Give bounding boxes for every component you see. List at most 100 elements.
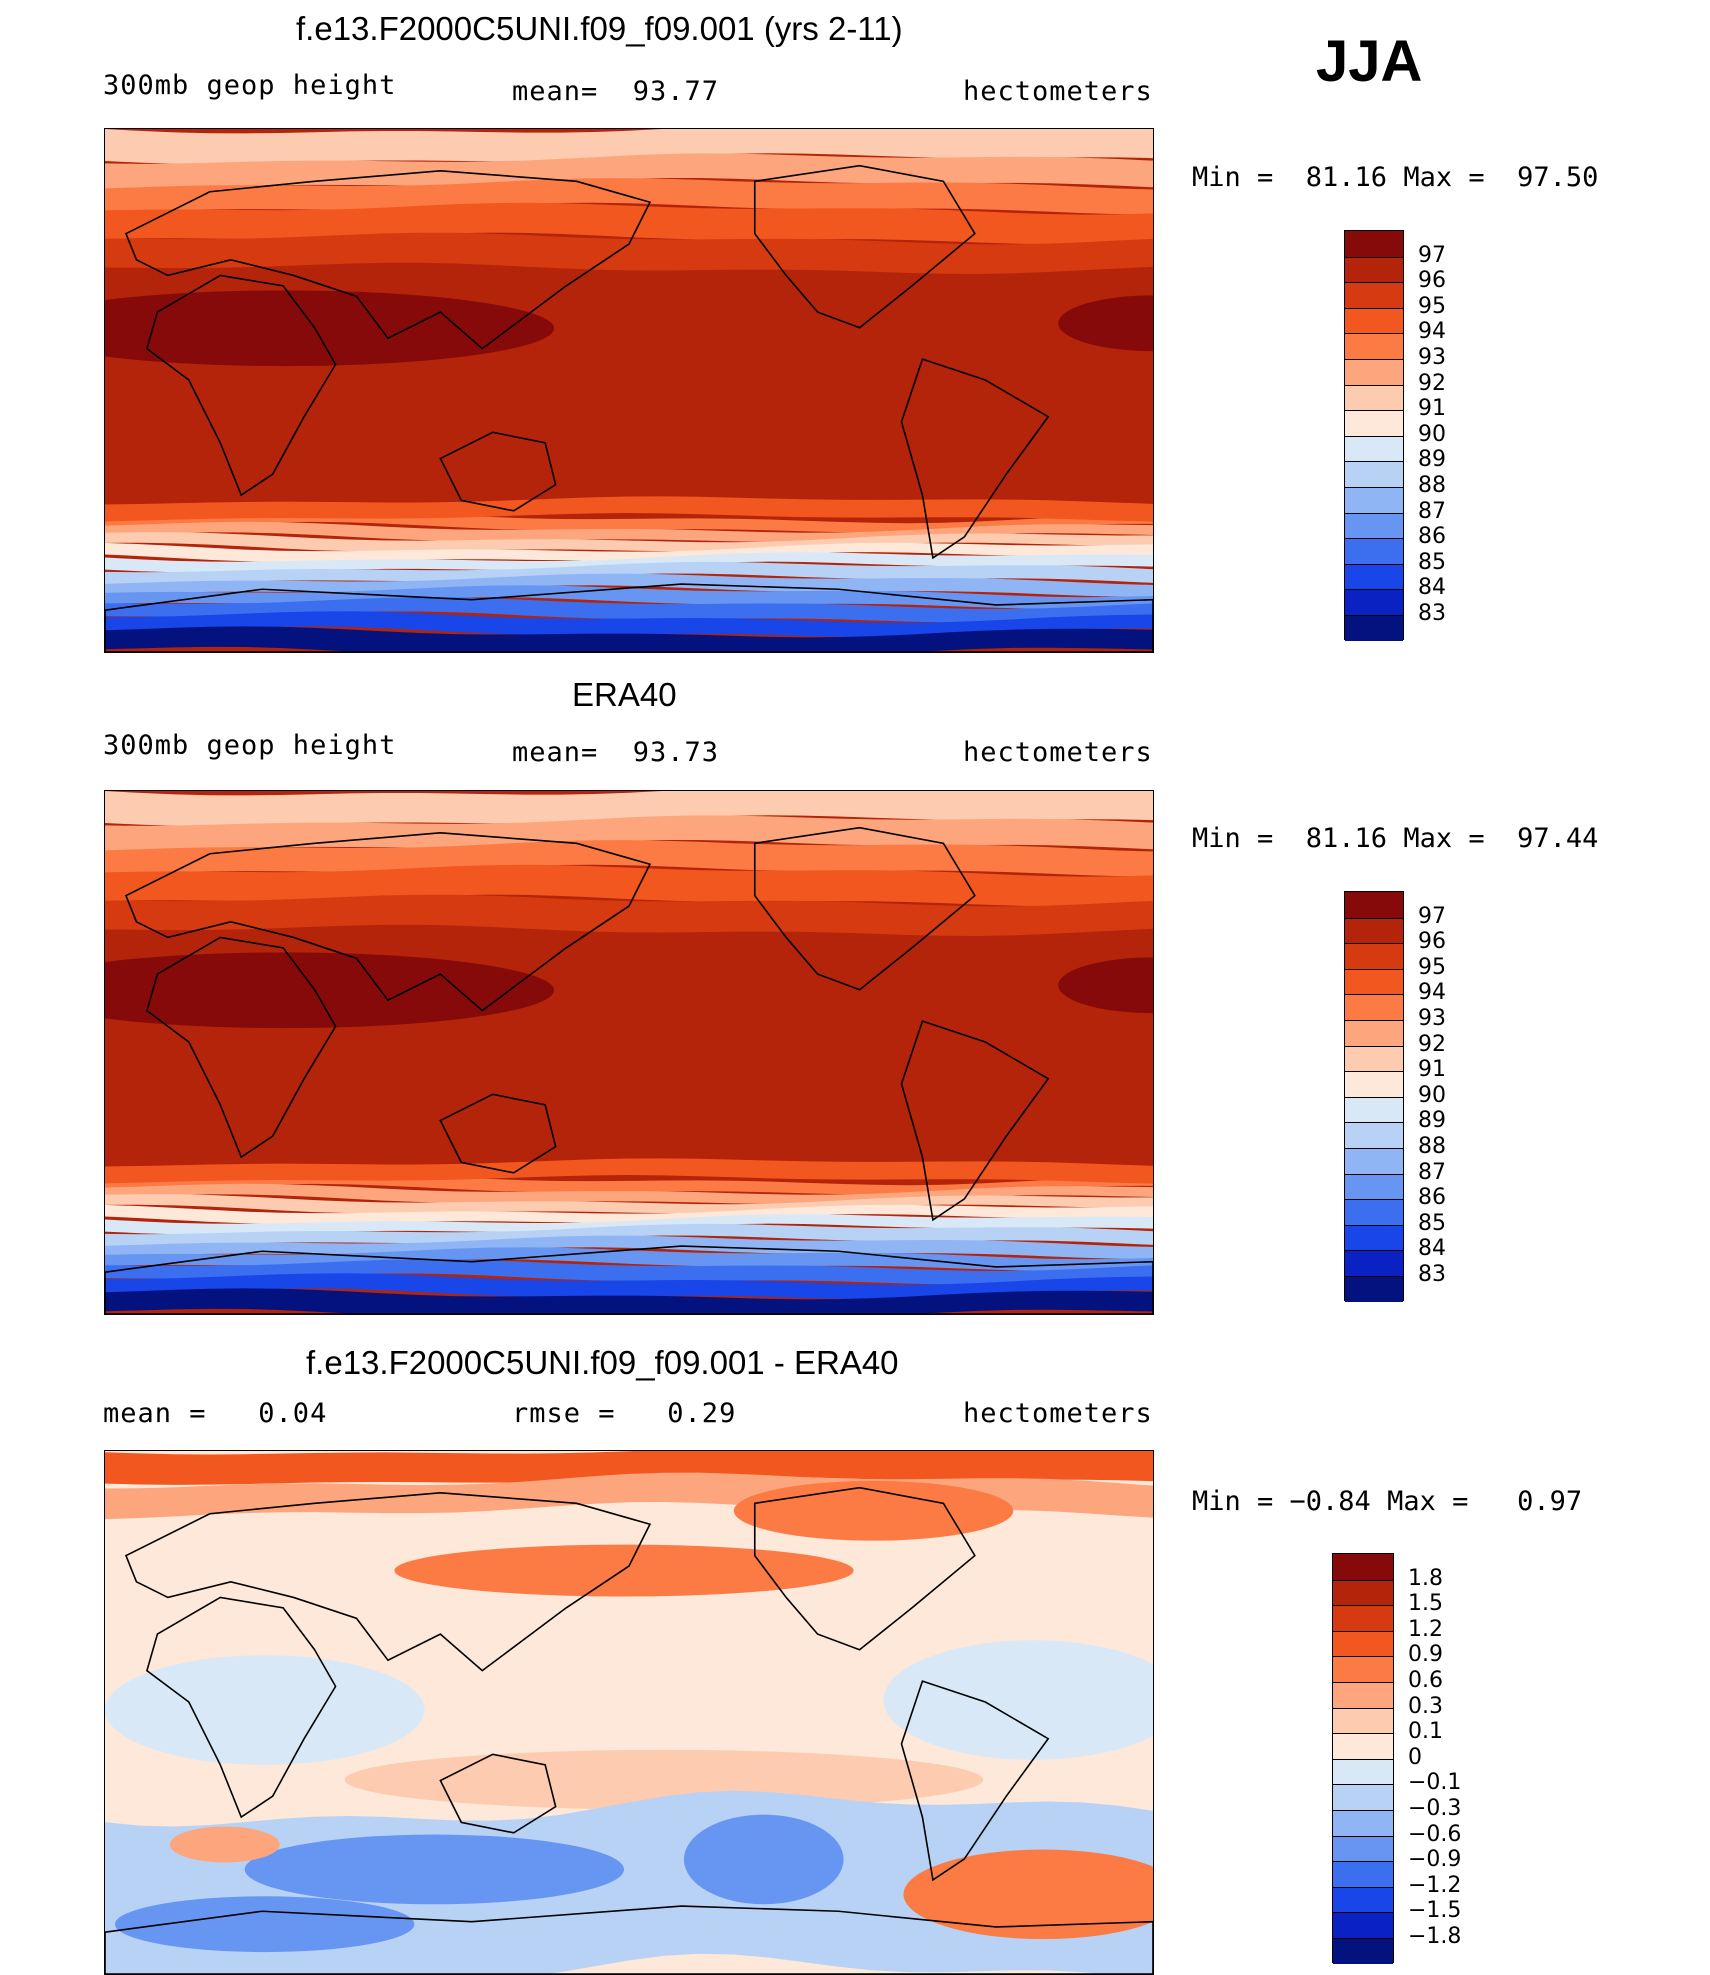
coastline-4 bbox=[900, 358, 1050, 560]
colorbar-swatch bbox=[1333, 1758, 1393, 1785]
colorbar-box bbox=[1344, 230, 1404, 641]
coastline-5 bbox=[105, 1905, 1153, 1974]
colorbar-swatch bbox=[1345, 231, 1403, 257]
colorbar-swatch bbox=[1345, 943, 1403, 969]
panel-3-rmse-label: rmse = 0.29 bbox=[512, 1398, 737, 1429]
contour-band bbox=[105, 585, 1153, 609]
colorbar-swatch bbox=[1345, 1199, 1403, 1225]
coastline-2 bbox=[439, 1753, 557, 1834]
colorbar-box bbox=[1332, 1553, 1394, 1964]
colorbar-swatch bbox=[1333, 1707, 1393, 1734]
colorbar-tick-label: 1.5 bbox=[1408, 1591, 1443, 1617]
colorbar-swatch bbox=[1345, 1276, 1403, 1302]
colorbar-tick-label: 92 bbox=[1418, 370, 1446, 396]
coastline-3 bbox=[753, 1486, 976, 1651]
colorbar-swatch bbox=[1345, 892, 1403, 918]
colorbar-swatch bbox=[1333, 1886, 1393, 1913]
colorbar-tick-label: −0.9 bbox=[1408, 1847, 1462, 1873]
colorbar-swatch bbox=[1333, 1938, 1393, 1964]
panel-2-map bbox=[104, 790, 1154, 1315]
colorbar-tick-label: 97 bbox=[1418, 903, 1446, 929]
contour-band bbox=[105, 1288, 1153, 1314]
colorbar-tick-label: 86 bbox=[1418, 1185, 1446, 1211]
colorbar-tick-label: 0.9 bbox=[1408, 1642, 1443, 1668]
coastline-0 bbox=[146, 936, 337, 1159]
colorbar-tick-label: 93 bbox=[1418, 1006, 1446, 1031]
colorbar-tick-label: 1.8 bbox=[1408, 1565, 1443, 1591]
colorbar-tick-label: 96 bbox=[1418, 929, 1446, 955]
panel-2-units-label: hectometers bbox=[963, 737, 1153, 768]
colorbar-tick-label: 89 bbox=[1418, 1108, 1446, 1134]
colorbar-swatch bbox=[1333, 1630, 1393, 1657]
colorbar-swatch bbox=[1333, 1554, 1393, 1580]
panel-3-minmax: Min = −0.84 Max = 0.97 bbox=[1192, 1486, 1583, 1517]
contour-patch bbox=[394, 1544, 854, 1597]
contour-band bbox=[105, 1273, 1153, 1300]
colorbar-swatch bbox=[1345, 968, 1403, 995]
coastline-0 bbox=[146, 1596, 337, 1819]
colorbar-tick-label: 0.1 bbox=[1408, 1719, 1443, 1745]
panel-1-contour-field bbox=[105, 129, 1153, 652]
coastline-4 bbox=[900, 1020, 1050, 1222]
colorbar-swatch bbox=[1345, 512, 1403, 539]
panel-2-minmax: Min = 81.16 Max = 97.44 bbox=[1192, 823, 1599, 854]
colorbar-tick-label: 85 bbox=[1418, 549, 1446, 575]
colorbar-swatch bbox=[1345, 1071, 1403, 1097]
contour-band bbox=[105, 542, 1153, 563]
colorbar-swatch bbox=[1345, 994, 1403, 1020]
colorbar-tick-label: 83 bbox=[1418, 1262, 1446, 1287]
colorbar-swatch bbox=[1345, 282, 1403, 308]
colorbar-tick-label: 93 bbox=[1418, 345, 1446, 370]
contour-patch bbox=[244, 1834, 625, 1905]
colorbar-swatch bbox=[1345, 359, 1403, 385]
colorbar-tick-label: −1.2 bbox=[1408, 1872, 1462, 1898]
contour-patch bbox=[114, 1896, 415, 1953]
colorbar-swatch bbox=[1345, 333, 1403, 359]
contour-patch bbox=[169, 1826, 280, 1863]
colorbar-tick-label: 95 bbox=[1418, 293, 1446, 319]
contour-band bbox=[105, 232, 1153, 274]
contour-patch bbox=[105, 1655, 425, 1765]
colorbar-swatch bbox=[1333, 1784, 1393, 1810]
contour-band bbox=[105, 532, 1153, 552]
contour-band bbox=[105, 1259, 1153, 1285]
colorbar-tick-label: 95 bbox=[1418, 954, 1446, 980]
coastline-3 bbox=[753, 164, 976, 329]
coastline-5 bbox=[105, 583, 1153, 652]
panel-1-variable-label: 300mb geop height bbox=[103, 70, 397, 101]
contour-band bbox=[105, 864, 1153, 907]
colorbar-tick-label: 88 bbox=[1418, 473, 1446, 498]
colorbar-tick-label: 94 bbox=[1418, 980, 1446, 1006]
colorbar-swatch bbox=[1333, 1861, 1393, 1887]
colorbar-swatch bbox=[1345, 461, 1403, 487]
contour-patch bbox=[344, 1749, 984, 1810]
panel-1-minmax: Min = 81.16 Max = 97.50 bbox=[1192, 162, 1599, 193]
colorbar-swatch bbox=[1333, 1682, 1393, 1708]
contour-band bbox=[105, 561, 1153, 585]
contour-max-atlantic bbox=[1058, 295, 1153, 352]
colorbar-swatch bbox=[1345, 410, 1403, 436]
colorbar-tick-label: 91 bbox=[1418, 396, 1446, 422]
colorbar-tick-label: −0.6 bbox=[1408, 1821, 1462, 1847]
colorbar-tick-label: 0.6 bbox=[1408, 1668, 1443, 1693]
contour-max-asia bbox=[105, 952, 555, 1029]
colorbar-swatch bbox=[1345, 1096, 1403, 1123]
colorbar-tick-label: 84 bbox=[1418, 575, 1446, 601]
colorbar-swatch bbox=[1345, 384, 1403, 411]
colorbar-tick-label: 84 bbox=[1418, 1236, 1446, 1262]
season-label: JJA bbox=[1316, 29, 1423, 94]
colorbar-swatch bbox=[1333, 1912, 1393, 1938]
colorbar-swatch bbox=[1345, 1122, 1403, 1148]
colorbar-swatch bbox=[1345, 589, 1403, 615]
contour-band bbox=[105, 815, 1153, 852]
colorbar-swatch bbox=[1345, 563, 1403, 590]
contour-band bbox=[105, 1204, 1153, 1225]
colorbar-tick-label: 90 bbox=[1418, 421, 1446, 447]
panel-2-mean-label: mean= 93.73 bbox=[512, 737, 720, 768]
panel-2-contour-field bbox=[105, 791, 1153, 1314]
colorbar-box bbox=[1344, 891, 1404, 1302]
panel-3-units-label: hectometers bbox=[963, 1398, 1153, 1429]
contour-max-atlantic bbox=[1058, 957, 1153, 1014]
contour-band bbox=[105, 791, 1153, 827]
contour-band bbox=[105, 1223, 1153, 1247]
